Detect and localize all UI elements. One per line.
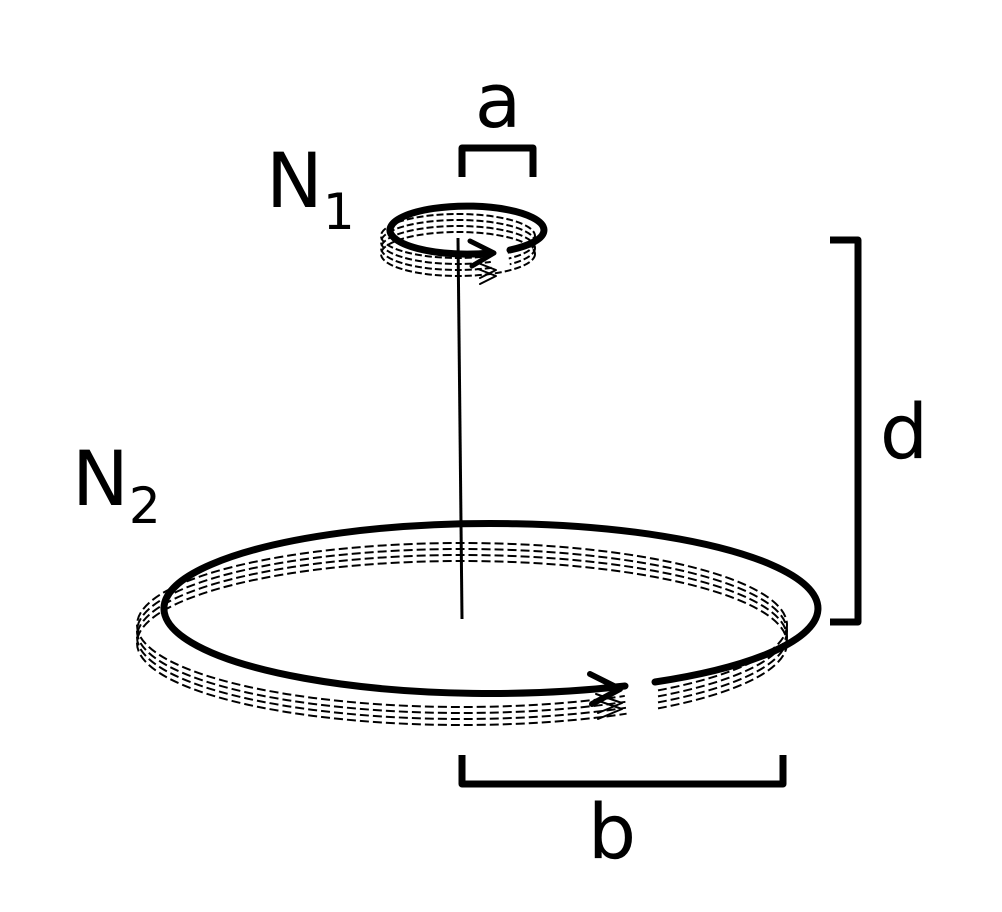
dimension-d-label: d (880, 387, 928, 476)
coil-2 (136, 519, 822, 726)
dimension-a-label: a (475, 56, 522, 145)
central-axis (456, 237, 464, 620)
coil-2-current-arrow (587, 671, 623, 720)
coil-2-wire (160, 519, 822, 697)
bracket-a (458, 144, 537, 177)
coil-2-label: N2 (72, 434, 161, 535)
coil-1-current-arrow (467, 238, 497, 285)
bracket-d (830, 236, 862, 626)
coil-1-wire (386, 202, 548, 258)
coil-1-label: N1 (266, 136, 355, 241)
dimension-b-label: b (588, 787, 636, 876)
bracket-b (458, 755, 787, 788)
coil-1 (380, 202, 548, 285)
